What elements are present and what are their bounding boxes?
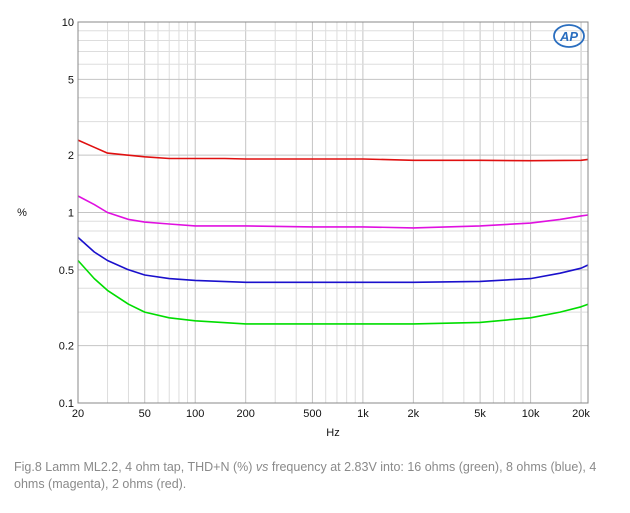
y-axis-label: % bbox=[17, 207, 27, 219]
x-tick-label: 1k bbox=[357, 408, 369, 420]
y-tick-label: 0.5 bbox=[59, 265, 74, 277]
x-tick-label: 100 bbox=[186, 408, 204, 420]
x-tick-label: 2k bbox=[408, 408, 420, 420]
x-tick-label: 500 bbox=[303, 408, 321, 420]
x-tick-label: 5k bbox=[474, 408, 486, 420]
y-tick-label: 1 bbox=[68, 208, 74, 220]
caption-suffix: frequency at 2.83V into: 16 ohms (green)… bbox=[14, 460, 597, 491]
series-line-3 bbox=[77, 139, 589, 162]
y-tick-label: 5 bbox=[68, 74, 74, 86]
ap-logo-ring bbox=[553, 24, 585, 48]
y-tick-label: 10 bbox=[62, 17, 74, 29]
y-tick-labels: 0.1 0.2 0.5 1 2 5 10 bbox=[59, 17, 74, 410]
figure-caption: Fig.8 Lamm ML2.2, 4 ohm tap, THD+N (%) v… bbox=[14, 459, 604, 493]
ap-logo-text: AP bbox=[559, 29, 578, 44]
x-tick-labels: 20 50 100 200 500 1k 2k 5k 10k 20k bbox=[72, 408, 591, 420]
series-line-1 bbox=[77, 236, 589, 284]
series-lines bbox=[77, 139, 589, 325]
y-tick-label: 0.2 bbox=[59, 341, 74, 353]
x-tick-label: 50 bbox=[139, 408, 151, 420]
grid bbox=[78, 22, 588, 403]
y-tick-label: 0.1 bbox=[59, 398, 74, 410]
ap-logo: AP bbox=[553, 24, 585, 48]
x-tick-label: 200 bbox=[237, 408, 255, 420]
series-line-0 bbox=[77, 259, 589, 325]
thd-chart: 0.1 0.2 0.5 1 2 5 10 20 50 100 200 500 1k 2k 5k 10k 20k… bbox=[17, 17, 591, 439]
x-tick-label: 10k bbox=[522, 408, 540, 420]
caption-prefix: Fig.8 Lamm ML2.2, 4 ohm tap, THD+N (%) bbox=[14, 460, 256, 474]
x-tick-label: 20k bbox=[572, 408, 590, 420]
series-line-2 bbox=[77, 195, 589, 229]
plot-frame bbox=[77, 21, 589, 404]
y-tick-label: 2 bbox=[68, 150, 74, 162]
caption-vs: vs bbox=[255, 460, 269, 474]
x-tick-label: 20 bbox=[72, 408, 84, 420]
x-axis-label: Hz bbox=[326, 427, 339, 439]
